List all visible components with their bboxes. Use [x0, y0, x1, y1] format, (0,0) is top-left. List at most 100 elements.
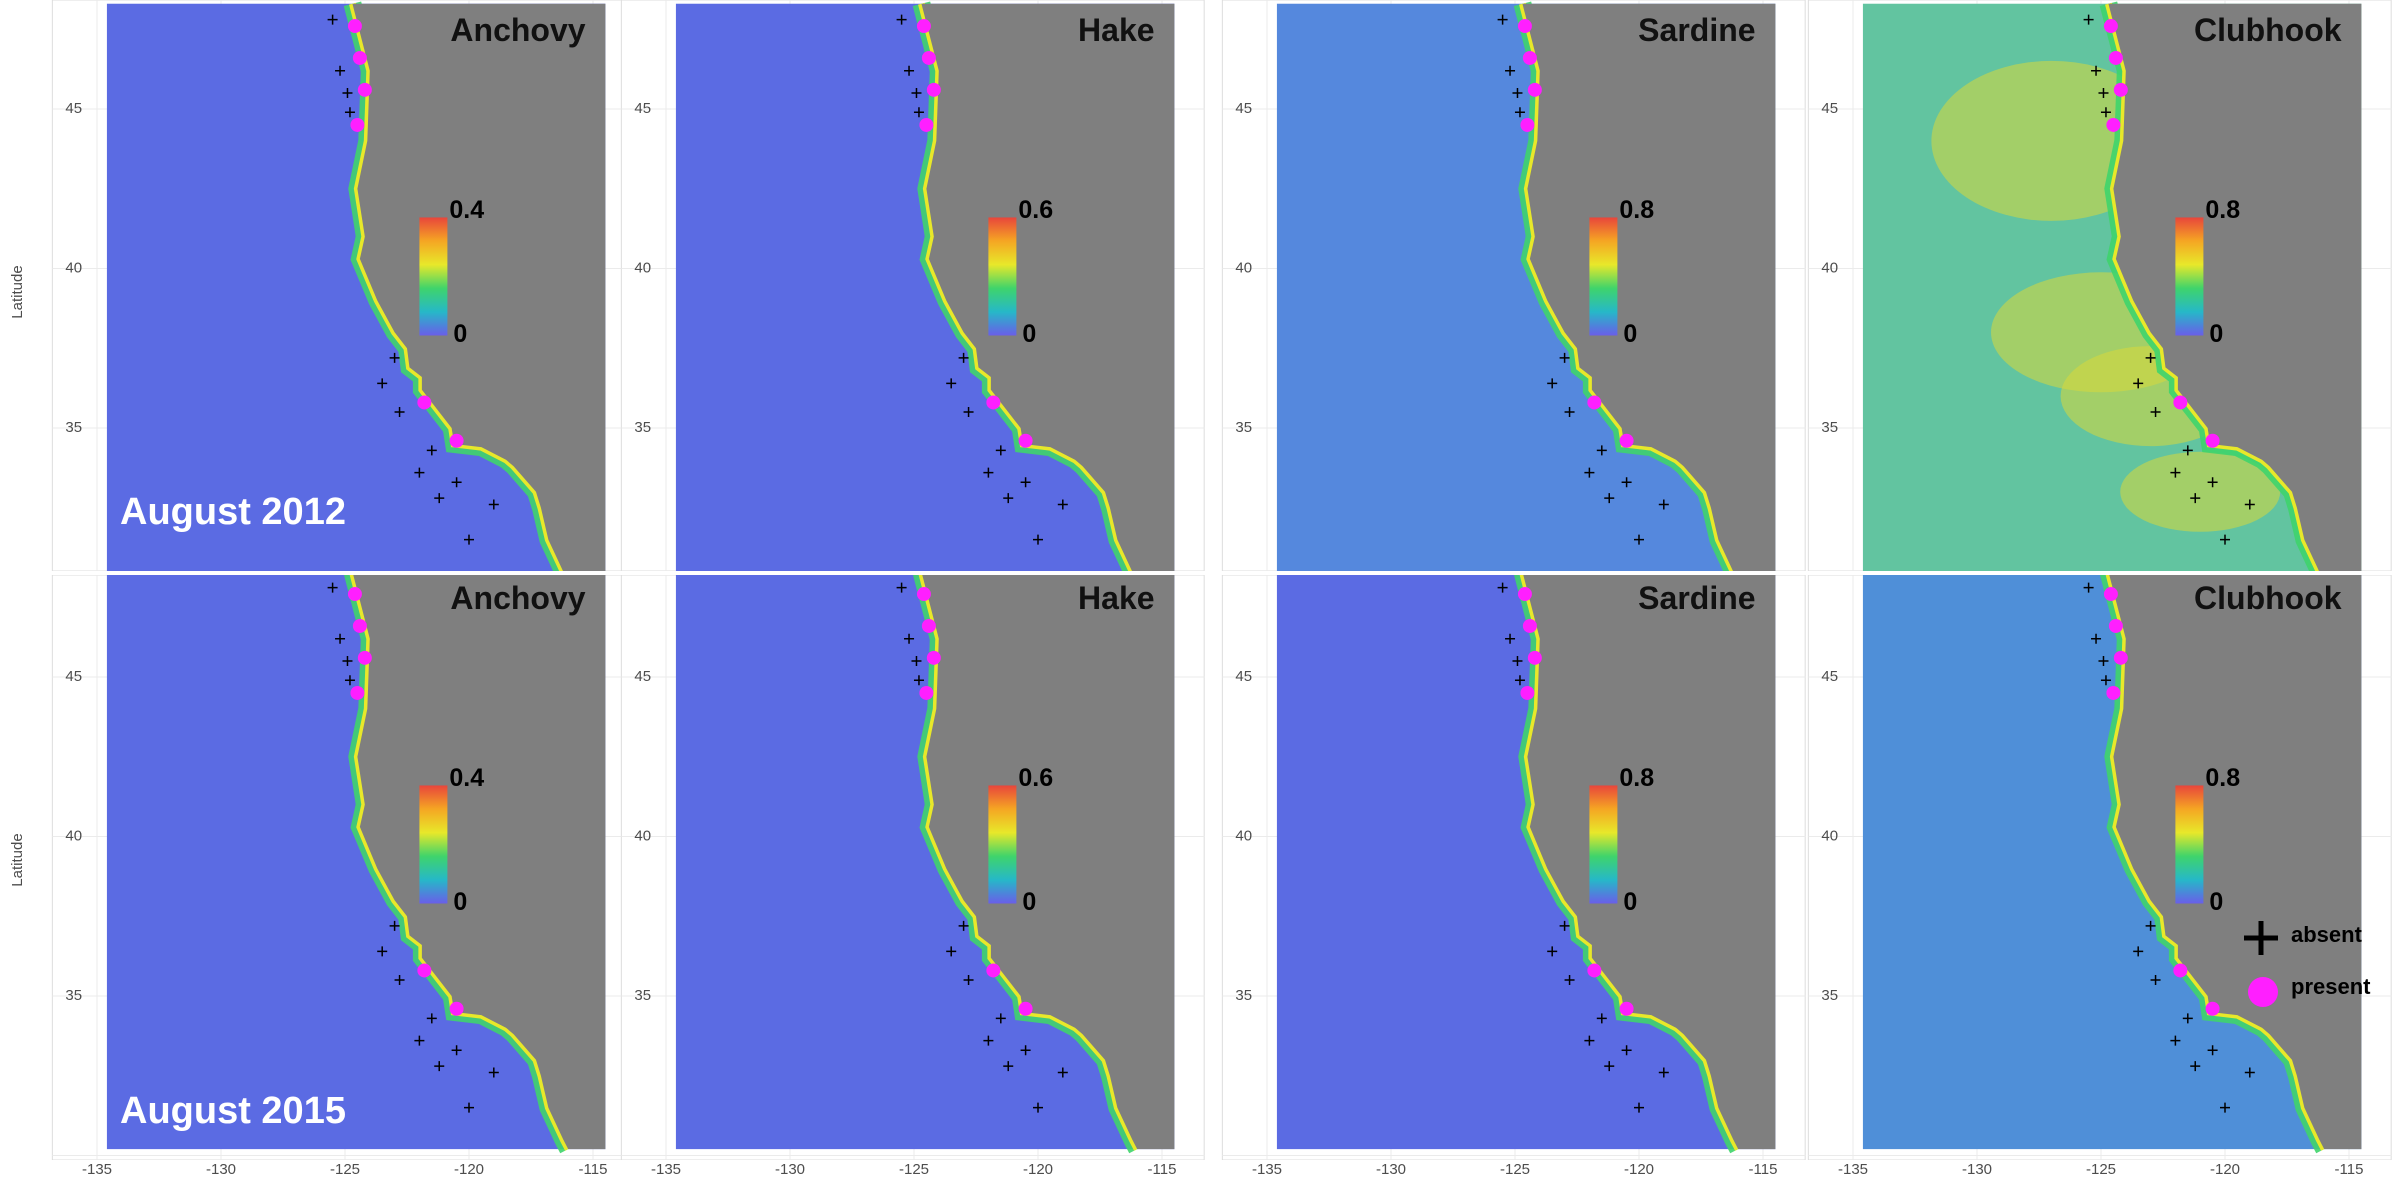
lat-tick-label: 45: [1821, 100, 1838, 117]
absent-marker: [946, 946, 957, 957]
present-marker: [916, 587, 931, 602]
legend-absent-icon: [2244, 921, 2278, 955]
absent-marker: [1621, 477, 1632, 488]
absent-marker: [963, 407, 974, 418]
lon-tick-label: -135: [651, 1161, 681, 1178]
lon-tick-label: -125: [330, 1161, 360, 1178]
absent-marker: [995, 1013, 1006, 1024]
absent-marker: [394, 407, 405, 418]
absent-marker: [1033, 534, 1043, 545]
present-marker: [986, 963, 1001, 978]
absent-marker: [2145, 352, 2156, 363]
absent-marker: [983, 467, 994, 478]
lat-tick-label: 45: [1821, 668, 1838, 685]
scale-max: 0.6: [1018, 764, 1053, 792]
absent-marker: [2100, 675, 2111, 686]
color-scale: [419, 785, 448, 904]
absent-marker: [1604, 493, 1615, 504]
absent-marker: [488, 499, 499, 510]
absent-marker: [2150, 975, 2161, 986]
absent-marker: [1547, 946, 1558, 957]
map-panel: [1807, 0, 2392, 571]
present-marker: [2108, 50, 2123, 65]
color-scale: [1589, 217, 1618, 336]
lon-tick-label: -130: [1376, 1161, 1406, 1178]
absent-marker: [327, 14, 338, 25]
lon-tick-label: -120: [1023, 1161, 1053, 1178]
absent-marker: [1584, 467, 1595, 478]
absent-marker: [2083, 582, 2094, 593]
scale-max: 0.6: [1018, 196, 1053, 224]
present-marker: [1587, 963, 1602, 978]
present-marker: [2205, 433, 2220, 448]
map-panel: [1807, 575, 2392, 1160]
absent-marker: [389, 920, 400, 931]
productivity-patch: [2120, 451, 2281, 532]
present-marker: [449, 433, 464, 448]
lon-tick-label: -120: [454, 1161, 484, 1178]
absent-marker: [1621, 1045, 1632, 1056]
land: [2109, 575, 2362, 1150]
present-marker: [2173, 963, 2188, 978]
absent-marker: [904, 65, 915, 76]
present-marker: [352, 618, 367, 633]
absent-marker: [2150, 407, 2161, 418]
absent-marker: [377, 378, 388, 389]
species-title: Anchovy: [450, 580, 585, 616]
lat-tick-label: 40: [1235, 827, 1252, 844]
present-marker: [2103, 19, 2118, 34]
absent-marker: [1505, 65, 1516, 76]
absent-marker: [377, 946, 388, 957]
land: [1522, 3, 1776, 571]
lon-tick-label: -115: [2335, 1161, 2364, 1178]
present-marker: [357, 650, 372, 665]
species-title: Sardine: [1638, 12, 1755, 48]
absent-marker: [1512, 656, 1523, 667]
present-marker: [2173, 395, 2188, 410]
absent-marker: [911, 656, 922, 667]
absent-marker: [896, 582, 907, 593]
absent-marker: [1497, 582, 1508, 593]
lon-tick-label: -135: [1838, 1161, 1868, 1178]
absent-marker: [896, 14, 907, 25]
absent-marker: [335, 633, 346, 644]
map-panel: [1221, 0, 1806, 571]
land: [2108, 3, 2362, 571]
lat-tick-label: 35: [65, 987, 82, 1004]
scale-min: 0: [1623, 320, 1637, 348]
absent-marker: [2091, 633, 2102, 644]
absent-marker: [2182, 1013, 2193, 1024]
scale-max: 0.8: [2205, 196, 2240, 224]
absent-marker: [1596, 445, 1607, 456]
lat-tick-label: 45: [65, 668, 82, 685]
absent-marker: [958, 920, 969, 931]
absent-marker: [1514, 675, 1525, 686]
present-marker: [2113, 82, 2128, 97]
lon-tick-label: -115: [1749, 1161, 1778, 1178]
absent-marker: [342, 656, 353, 667]
absent-marker: [2207, 477, 2218, 488]
absent-marker: [1634, 1102, 1644, 1113]
color-scale: [1589, 785, 1618, 904]
absent-marker: [414, 467, 425, 478]
absent-marker: [963, 975, 974, 986]
present-marker: [919, 117, 934, 132]
absent-marker: [2220, 1102, 2230, 1113]
map-panel: [51, 575, 636, 1160]
species-title: Hake: [1078, 580, 1155, 616]
absent-marker: [1564, 407, 1575, 418]
lat-tick-label: 40: [634, 259, 651, 276]
scale-min: 0: [1022, 320, 1036, 348]
scale-min: 0: [2209, 888, 2223, 916]
absent-marker: [2100, 107, 2111, 118]
present-marker: [926, 82, 941, 97]
absent-marker: [1564, 975, 1575, 986]
present-marker: [2106, 685, 2121, 700]
map-panel: [1221, 575, 1806, 1160]
land: [353, 575, 606, 1150]
lat-tick-label: 35: [1235, 419, 1252, 436]
map-panel: [51, 0, 636, 571]
species-title: Clubhook: [2194, 12, 2342, 48]
present-marker: [352, 50, 367, 65]
absent-marker: [2091, 65, 2102, 76]
